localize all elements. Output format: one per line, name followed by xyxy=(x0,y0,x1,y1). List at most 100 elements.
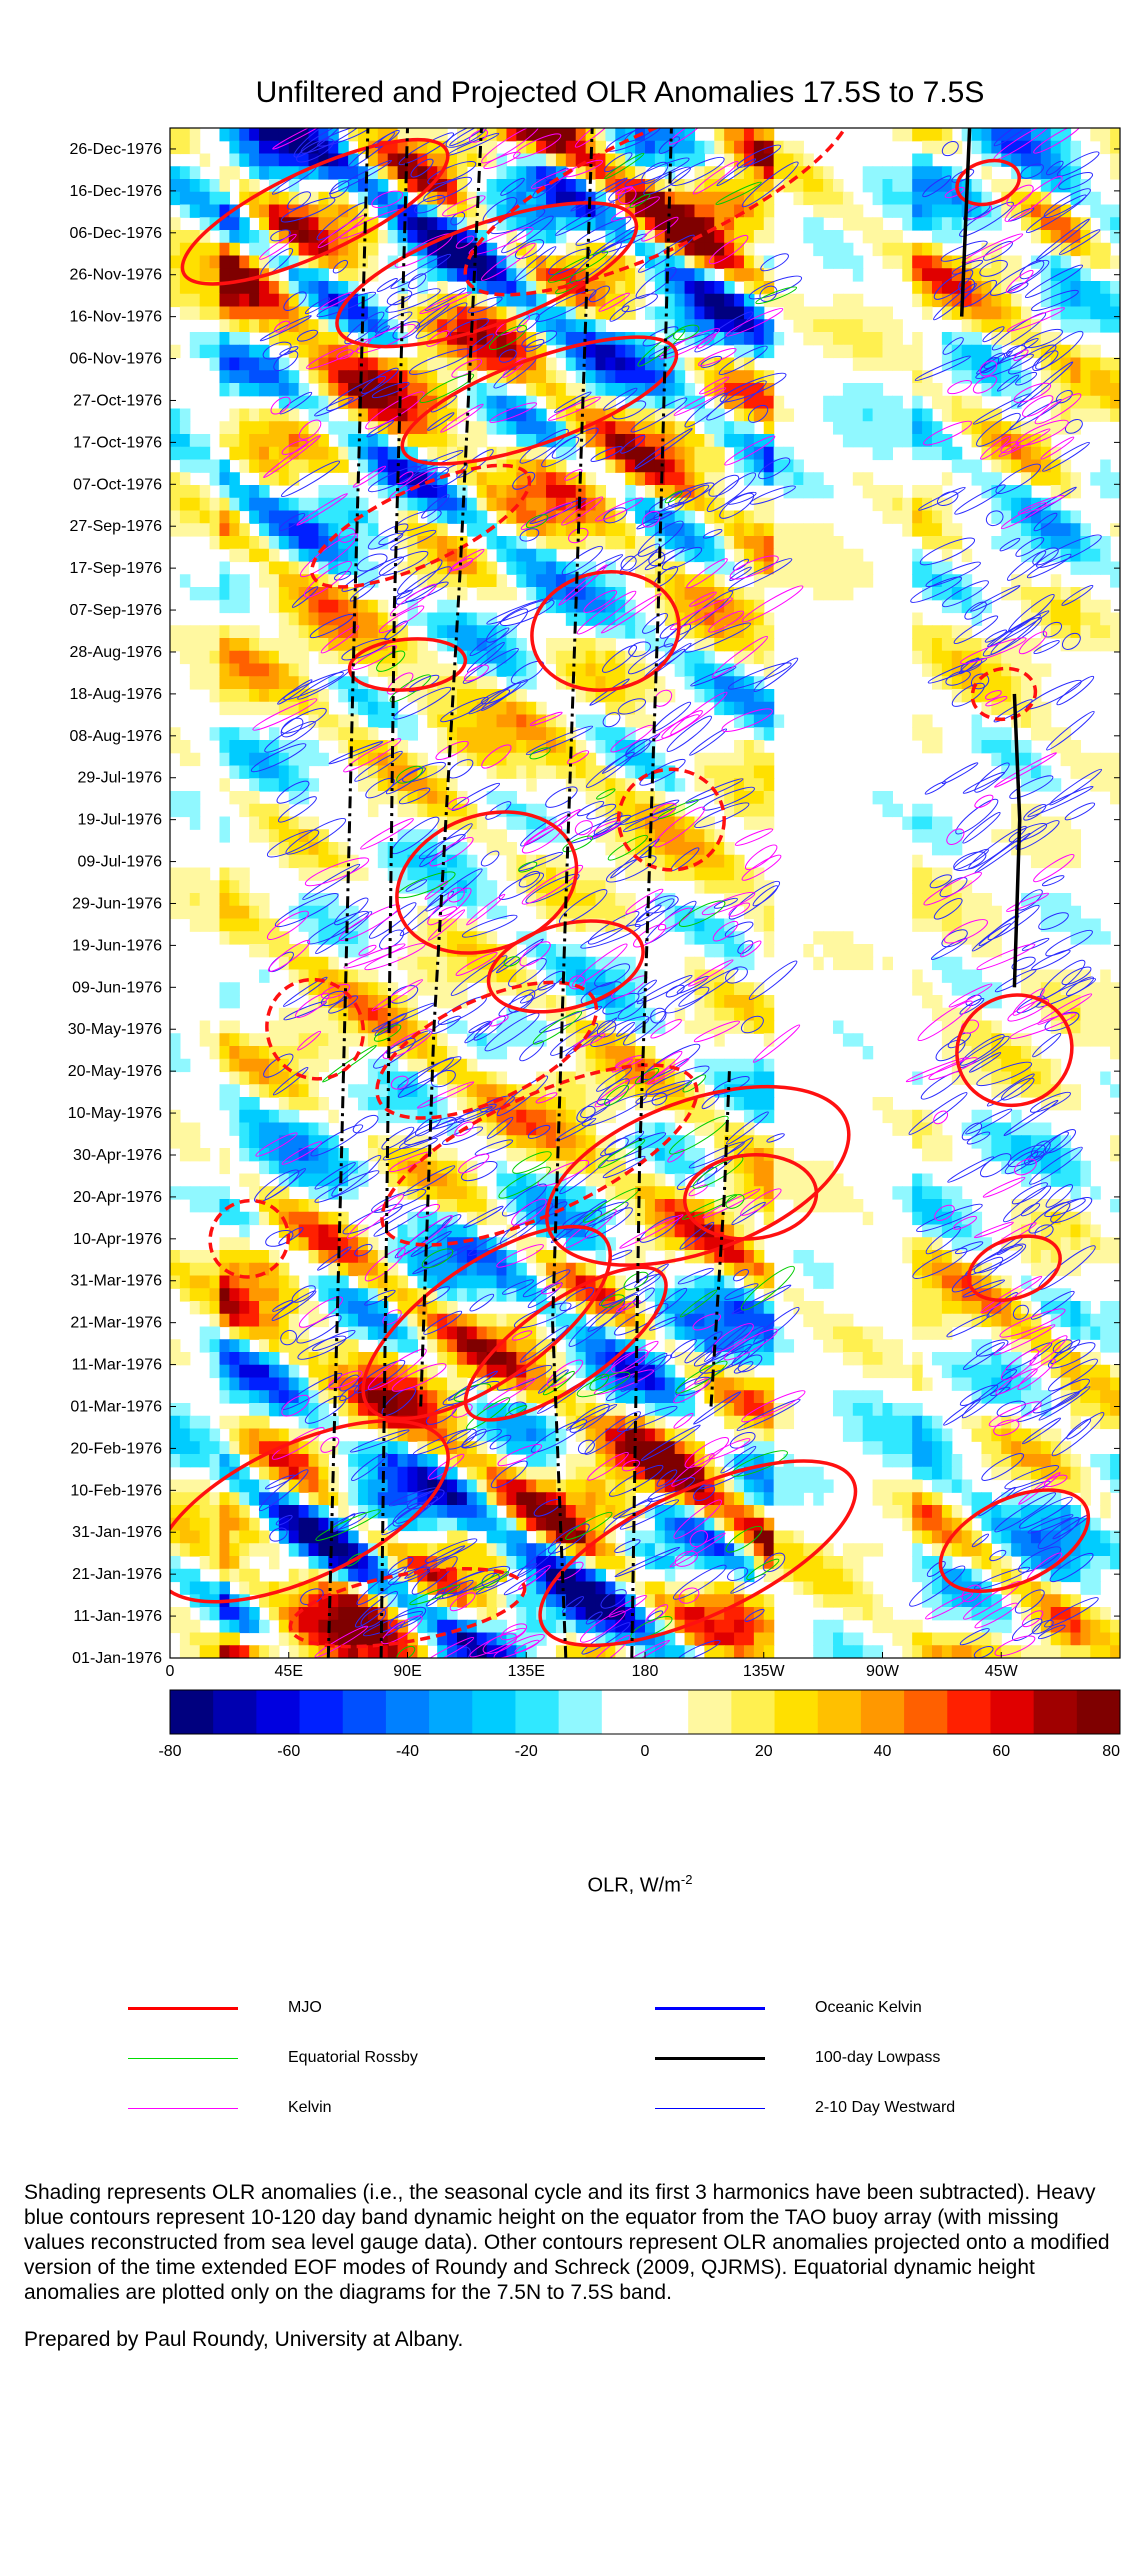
heatmap-cell xyxy=(605,650,616,665)
heatmap-cell xyxy=(397,357,409,371)
heatmap-cell xyxy=(753,689,765,703)
heatmap-cell xyxy=(308,293,320,308)
heatmap-cell xyxy=(170,638,181,652)
heatmap-cell xyxy=(694,1109,705,1124)
heatmap-cell xyxy=(268,638,280,652)
heatmap-cell xyxy=(239,1122,250,1136)
heatmap-cell xyxy=(308,599,320,614)
heatmap-cell xyxy=(1011,166,1022,180)
heatmap-cell xyxy=(605,1020,616,1034)
heatmap-cell xyxy=(278,421,290,435)
heatmap-cell xyxy=(971,612,983,626)
heatmap-cell xyxy=(536,446,547,461)
heatmap-cell xyxy=(298,548,310,563)
heatmap-cell xyxy=(219,1058,230,1073)
heatmap-cell xyxy=(516,408,527,422)
heatmap-cell xyxy=(605,459,616,473)
heatmap-cell xyxy=(645,1097,656,1111)
heatmap-cell xyxy=(348,740,359,754)
heatmap-cell xyxy=(664,1097,676,1111)
heatmap-cell xyxy=(684,676,696,690)
heatmap-cell xyxy=(902,217,913,231)
heatmap-cell xyxy=(229,893,240,907)
heatmap-cell xyxy=(427,485,438,499)
heatmap-cell xyxy=(922,268,933,282)
heatmap-cell xyxy=(961,625,973,639)
heatmap-cell xyxy=(268,128,280,142)
heatmap-cell xyxy=(565,587,577,601)
heatmap-cell xyxy=(447,599,458,614)
heatmap-cell xyxy=(743,383,755,397)
heatmap-cell xyxy=(189,230,201,244)
heatmap-cell xyxy=(268,689,280,703)
heatmap-cell xyxy=(397,191,409,206)
heatmap-cell xyxy=(298,574,310,588)
heatmap-cell xyxy=(654,842,666,856)
heatmap-cell xyxy=(941,230,953,244)
heatmap-cell xyxy=(724,995,735,1009)
heatmap-cell xyxy=(625,1033,636,1047)
heatmap-cell xyxy=(813,561,824,575)
heatmap-cell xyxy=(783,485,795,499)
heatmap-cell xyxy=(595,791,607,805)
heatmap-cell xyxy=(842,242,854,257)
heatmap-cell xyxy=(625,485,636,499)
heatmap-cell xyxy=(971,434,983,448)
heatmap-cell xyxy=(536,536,547,550)
heatmap-cell xyxy=(753,625,765,639)
heatmap-cell xyxy=(358,1097,369,1111)
heatmap-cell xyxy=(912,893,923,907)
heatmap-cell xyxy=(1100,140,1111,155)
heatmap-cell xyxy=(268,829,280,843)
heatmap-cell xyxy=(684,268,696,282)
heatmap-cell xyxy=(338,638,349,652)
heatmap-cell xyxy=(1110,1033,1120,1047)
heatmap-cell xyxy=(476,574,488,588)
heatmap-cell xyxy=(288,242,300,257)
heatmap-cell xyxy=(516,217,527,231)
heatmap-cell xyxy=(823,395,834,410)
heatmap-cell xyxy=(496,497,508,512)
heatmap-cell xyxy=(219,434,230,448)
heatmap-cell xyxy=(318,217,329,231)
heatmap-cell xyxy=(714,497,725,512)
heatmap-cell xyxy=(268,421,280,435)
heatmap-cell xyxy=(318,383,329,397)
heatmap-cell xyxy=(377,842,389,856)
heatmap-cell xyxy=(387,1071,399,1085)
heatmap-cell xyxy=(249,1071,260,1085)
heatmap-cell xyxy=(625,791,636,805)
heatmap-cell xyxy=(951,370,963,384)
heatmap-cell xyxy=(298,1058,310,1073)
heatmap-cell xyxy=(605,1007,616,1022)
heatmap-cell xyxy=(387,752,399,767)
heatmap-cell xyxy=(318,548,329,563)
heatmap-cell xyxy=(516,752,527,767)
heatmap-cell xyxy=(684,510,696,524)
heatmap-cell xyxy=(763,128,775,142)
heatmap-cell xyxy=(654,638,666,652)
heatmap-cell xyxy=(259,293,270,308)
heatmap-cell xyxy=(496,153,508,167)
heatmap-cell xyxy=(645,255,656,269)
heatmap-cell xyxy=(724,255,735,269)
heatmap-cell xyxy=(1050,893,1062,907)
heatmap-cell xyxy=(209,268,221,282)
heatmap-cell xyxy=(862,383,874,397)
heatmap-cell xyxy=(585,383,597,397)
heatmap-cell xyxy=(546,497,557,512)
heatmap-cell xyxy=(1070,485,1082,499)
heatmap-cell xyxy=(951,931,963,945)
heatmap-cell xyxy=(298,956,310,971)
heatmap-cell xyxy=(823,931,834,945)
heatmap-cell xyxy=(397,880,409,894)
heatmap-cell xyxy=(1011,485,1022,499)
heatmap-cell xyxy=(328,650,339,665)
heatmap-cell xyxy=(229,1122,240,1136)
heatmap-cell xyxy=(645,217,656,231)
heatmap-cell xyxy=(575,574,587,588)
heatmap-cell xyxy=(516,1020,527,1034)
heatmap-cell xyxy=(476,931,488,945)
heatmap-cell xyxy=(318,982,329,996)
heatmap-cell xyxy=(427,395,438,410)
